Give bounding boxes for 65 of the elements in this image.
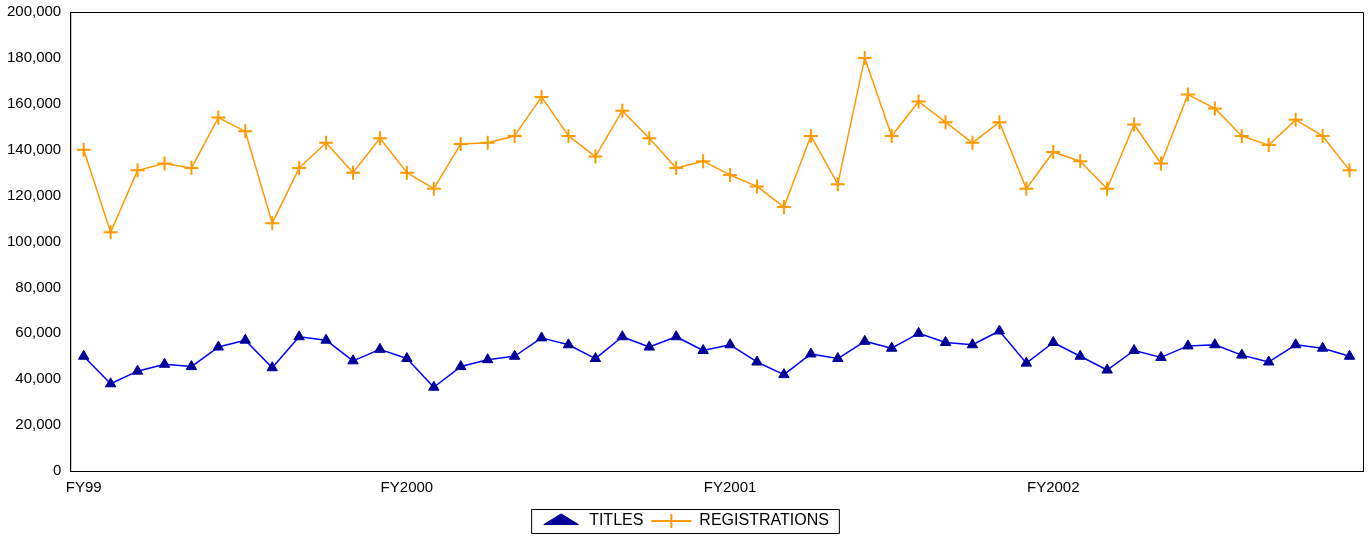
point <box>1072 153 1089 170</box>
y-tick-label: 140,000 <box>6 139 62 157</box>
y-tick-label: 100,000 <box>6 231 62 249</box>
point <box>722 166 739 183</box>
point <box>264 215 281 232</box>
x-tick-label: FY2001 <box>703 478 757 496</box>
point <box>1260 137 1277 154</box>
point <box>291 160 308 177</box>
point <box>398 164 415 181</box>
y-tick-label: 160,000 <box>6 93 62 111</box>
point <box>237 123 254 140</box>
point <box>829 176 846 193</box>
point <box>749 178 766 195</box>
point <box>1341 162 1358 179</box>
point <box>587 148 604 165</box>
y-tick-label: 0 <box>52 461 62 479</box>
y-tick-label: 200,000 <box>6 2 62 20</box>
y-tick-label: 20,000 <box>15 415 62 433</box>
point <box>856 49 873 66</box>
point <box>937 114 954 131</box>
point <box>668 160 685 177</box>
point <box>560 127 577 144</box>
x-tick-label: FY2000 <box>380 478 434 496</box>
legend-label: REGISTRATIONS <box>699 511 829 529</box>
point <box>156 155 173 172</box>
point <box>802 127 819 144</box>
point <box>371 130 388 147</box>
point <box>1179 86 1196 103</box>
point <box>883 127 900 144</box>
point <box>695 153 712 170</box>
point <box>614 102 631 119</box>
point <box>75 141 92 158</box>
point <box>964 134 981 151</box>
point <box>775 199 792 216</box>
point <box>1099 180 1116 197</box>
y-tick-label: 120,000 <box>6 185 62 203</box>
y-tick-label: 40,000 <box>15 369 62 387</box>
point <box>318 134 335 151</box>
point <box>1206 100 1223 117</box>
point <box>129 162 146 179</box>
y-tick-label: 60,000 <box>15 323 62 341</box>
point <box>991 114 1008 131</box>
point <box>1018 180 1035 197</box>
point <box>1045 144 1062 160</box>
point <box>1233 127 1250 144</box>
point <box>1314 127 1331 144</box>
point <box>479 134 496 151</box>
x-tick-label: FY99 <box>65 478 102 496</box>
point <box>533 88 550 105</box>
point <box>102 224 119 241</box>
point <box>1126 116 1143 133</box>
y-tick-label: 180,000 <box>6 48 62 66</box>
point <box>506 127 523 144</box>
point <box>425 180 442 197</box>
point <box>641 130 658 147</box>
point <box>345 164 362 181</box>
legend-label: TITLES <box>589 511 644 529</box>
point <box>1153 155 1169 172</box>
point <box>1287 111 1304 128</box>
point <box>452 135 469 152</box>
x-tick-label: FY2002 <box>1027 478 1080 496</box>
y-tick-label: 80,000 <box>15 277 62 295</box>
point <box>910 93 927 110</box>
point <box>183 160 200 177</box>
point <box>210 109 227 126</box>
